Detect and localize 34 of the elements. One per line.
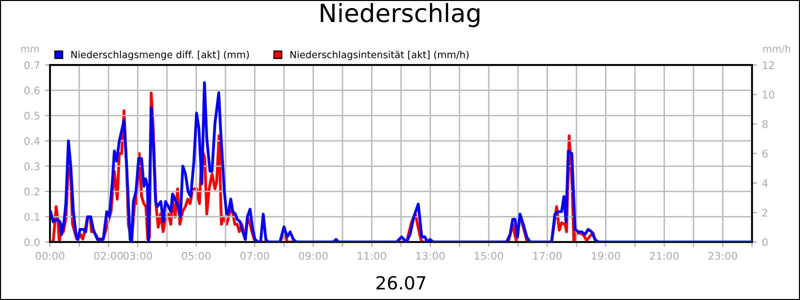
y-tick-label: 0.2 bbox=[24, 188, 40, 196]
y-tick-label: 0.7 bbox=[24, 61, 40, 70]
x-tick-label: 21:00 bbox=[650, 252, 679, 260]
x-axis-title: 26.07 bbox=[376, 276, 426, 290]
x-tick-label: 09:00 bbox=[298, 252, 328, 260]
y-tick-label: 0.5 bbox=[24, 112, 40, 120]
x-tick-label: 17:00 bbox=[533, 252, 562, 260]
x-tick-label: 23:00 bbox=[708, 252, 738, 260]
y-tick-label: 0.0 bbox=[24, 238, 40, 246]
x-tick-label: 19:00 bbox=[592, 252, 620, 260]
y2-axis-title: mm/h bbox=[763, 44, 790, 54]
y-tick-label: 0.3 bbox=[24, 162, 40, 170]
x-tick-label: 07:00 bbox=[240, 252, 270, 260]
x-tick-label: 11:00 bbox=[358, 252, 386, 260]
y-tick-label: 0.1 bbox=[24, 212, 40, 221]
chart-title: Niederschlag bbox=[320, 3, 480, 28]
x-tick-label: 15:00 bbox=[474, 252, 504, 260]
x-tick-label: 03:00 bbox=[123, 252, 152, 260]
y2-tick-label: 0 bbox=[762, 238, 768, 246]
y-tick-label: 0.6 bbox=[24, 86, 40, 94]
x-tick-label: 02:00 bbox=[94, 252, 123, 260]
y-tick-label: 0.4 bbox=[24, 137, 40, 145]
x-tick-label: 00:00 bbox=[36, 252, 64, 260]
y2-tick-label: 4 bbox=[762, 179, 768, 187]
y-axis-title: mm bbox=[21, 46, 39, 52]
y2-tick-label: 12 bbox=[762, 61, 774, 69]
y2-tick-label: 6 bbox=[762, 150, 768, 158]
y2-tick-label: 8 bbox=[762, 120, 768, 128]
legend-label: Niederschlagsintensität [akt] (mm/h) bbox=[290, 50, 469, 60]
x-tick-label: 13:00 bbox=[416, 252, 445, 260]
y2-tick-label: 2 bbox=[762, 208, 768, 216]
legend-label: Niederschlagsmenge diff. [akt] (mm) bbox=[71, 50, 249, 60]
x-tick-label: 05:00 bbox=[182, 252, 211, 260]
y2-tick-label: 10 bbox=[762, 90, 774, 99]
